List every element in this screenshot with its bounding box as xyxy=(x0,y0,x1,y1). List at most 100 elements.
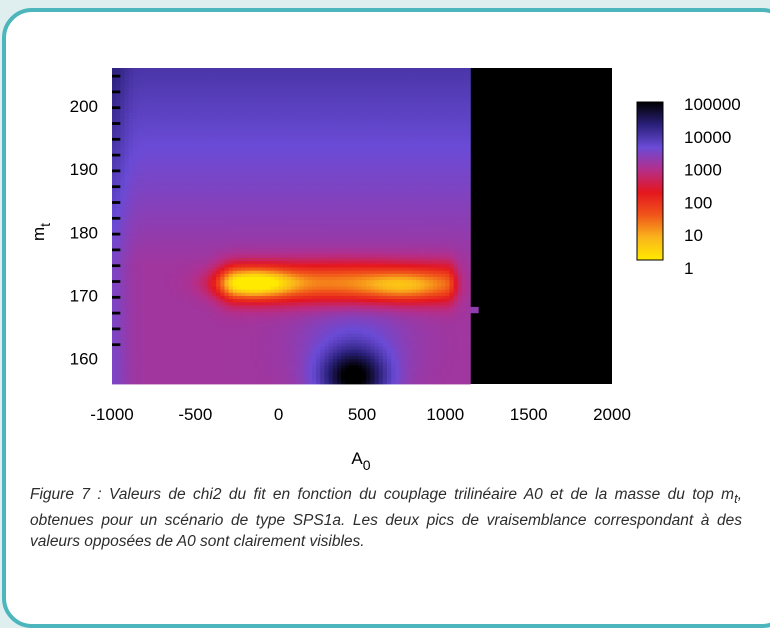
heatmap-cell xyxy=(208,156,213,160)
heatmap-cell xyxy=(304,138,309,142)
heatmap-cell xyxy=(166,204,171,208)
heatmap-cell xyxy=(266,378,271,382)
heatmap-cell xyxy=(250,289,255,293)
heatmap-cell xyxy=(254,223,259,227)
heatmap-cell xyxy=(212,153,217,157)
heatmap-cell xyxy=(295,210,300,214)
heatmap-cell xyxy=(129,87,134,91)
heatmap-cell xyxy=(258,368,263,372)
heatmap-cell xyxy=(141,138,146,142)
heatmap-cell xyxy=(308,311,313,315)
heatmap-cell xyxy=(170,261,175,265)
heatmap-cell xyxy=(250,226,255,230)
heatmap-cell xyxy=(304,122,309,126)
heatmap-cell xyxy=(312,163,317,167)
heatmap-cell xyxy=(195,229,200,233)
heatmap-cell xyxy=(187,311,192,315)
heatmap-cell xyxy=(158,103,163,107)
heatmap-cell xyxy=(308,109,313,113)
heatmap-cell xyxy=(208,198,213,202)
heatmap-cell xyxy=(112,166,117,170)
heatmap-cell xyxy=(266,302,271,306)
heatmap-cell xyxy=(208,251,213,255)
heatmap-cell xyxy=(245,147,250,151)
heatmap-cell xyxy=(166,71,171,75)
heatmap-cell xyxy=(158,156,163,160)
heatmap-cell xyxy=(225,125,230,129)
heatmap-cell xyxy=(270,109,275,113)
heatmap-cell xyxy=(195,198,200,202)
heatmap-cell xyxy=(112,352,117,356)
heatmap-cell xyxy=(304,346,309,350)
heatmap-cell xyxy=(316,267,321,271)
heatmap-cell xyxy=(237,226,242,230)
heatmap-cell xyxy=(229,147,234,151)
heatmap-cell xyxy=(291,235,296,239)
heatmap-cell xyxy=(295,112,300,116)
heatmap-cell xyxy=(287,235,292,239)
heatmap-cell xyxy=(120,359,125,363)
heatmap-cell xyxy=(129,264,134,268)
heatmap-cell xyxy=(141,210,146,214)
heatmap-cell xyxy=(250,150,255,154)
heatmap-cell xyxy=(208,71,213,75)
heatmap-cell xyxy=(141,188,146,192)
heatmap-cell xyxy=(300,172,305,176)
heatmap-cell xyxy=(237,84,242,88)
heatmap-cell xyxy=(237,346,242,350)
heatmap-cell xyxy=(125,134,130,138)
heatmap-cell xyxy=(241,283,246,287)
heatmap-cell xyxy=(133,245,138,249)
heatmap-cell xyxy=(204,365,209,369)
heatmap-cell xyxy=(183,191,188,195)
heatmap-cell xyxy=(225,134,230,138)
heatmap-cell xyxy=(275,352,280,356)
heatmap-cell xyxy=(204,210,209,214)
heatmap-cell xyxy=(241,141,246,145)
heatmap-cell xyxy=(225,356,230,360)
heatmap-cell xyxy=(125,166,130,170)
heatmap-cell xyxy=(208,343,213,347)
heatmap-cell xyxy=(179,81,184,85)
heatmap-cell xyxy=(125,362,130,366)
heatmap-cell xyxy=(200,226,205,230)
heatmap-cell xyxy=(241,84,246,88)
heatmap-cell xyxy=(225,122,230,126)
heatmap-cell xyxy=(195,166,200,170)
heatmap-cell xyxy=(287,340,292,344)
heatmap-cell xyxy=(291,81,296,85)
heatmap-cell xyxy=(283,321,288,325)
heatmap-cell xyxy=(283,258,288,262)
heatmap-cell xyxy=(200,324,205,328)
heatmap-cell xyxy=(141,77,146,81)
heatmap-cell xyxy=(116,182,121,186)
heatmap-cell xyxy=(150,119,155,123)
heatmap-cell xyxy=(154,125,159,129)
heatmap-cell xyxy=(233,365,238,369)
heatmap-cell xyxy=(120,286,125,290)
heatmap-cell xyxy=(116,362,121,366)
heatmap-cell xyxy=(158,242,163,246)
heatmap-cell xyxy=(262,289,267,293)
heatmap-cell xyxy=(241,134,246,138)
heatmap-cell xyxy=(241,138,246,142)
heatmap-cell xyxy=(179,283,184,287)
heatmap-cell xyxy=(120,128,125,132)
heatmap-cell xyxy=(137,267,142,271)
heatmap-cell xyxy=(287,112,292,116)
heatmap-cell xyxy=(120,100,125,104)
heatmap-cell xyxy=(141,235,146,239)
heatmap-cell xyxy=(125,280,130,284)
heatmap-cell xyxy=(133,349,138,353)
heatmap-cell xyxy=(150,77,155,81)
heatmap-cell xyxy=(125,128,130,132)
heatmap-cell xyxy=(250,217,255,221)
heatmap-cell xyxy=(237,119,242,123)
heatmap-cell xyxy=(308,264,313,268)
heatmap-cell xyxy=(133,201,138,205)
heatmap-cell xyxy=(208,340,213,344)
heatmap-cell xyxy=(158,308,163,312)
heatmap-cell xyxy=(208,96,213,100)
heatmap-cell xyxy=(141,318,146,322)
heatmap-cell xyxy=(254,217,259,221)
